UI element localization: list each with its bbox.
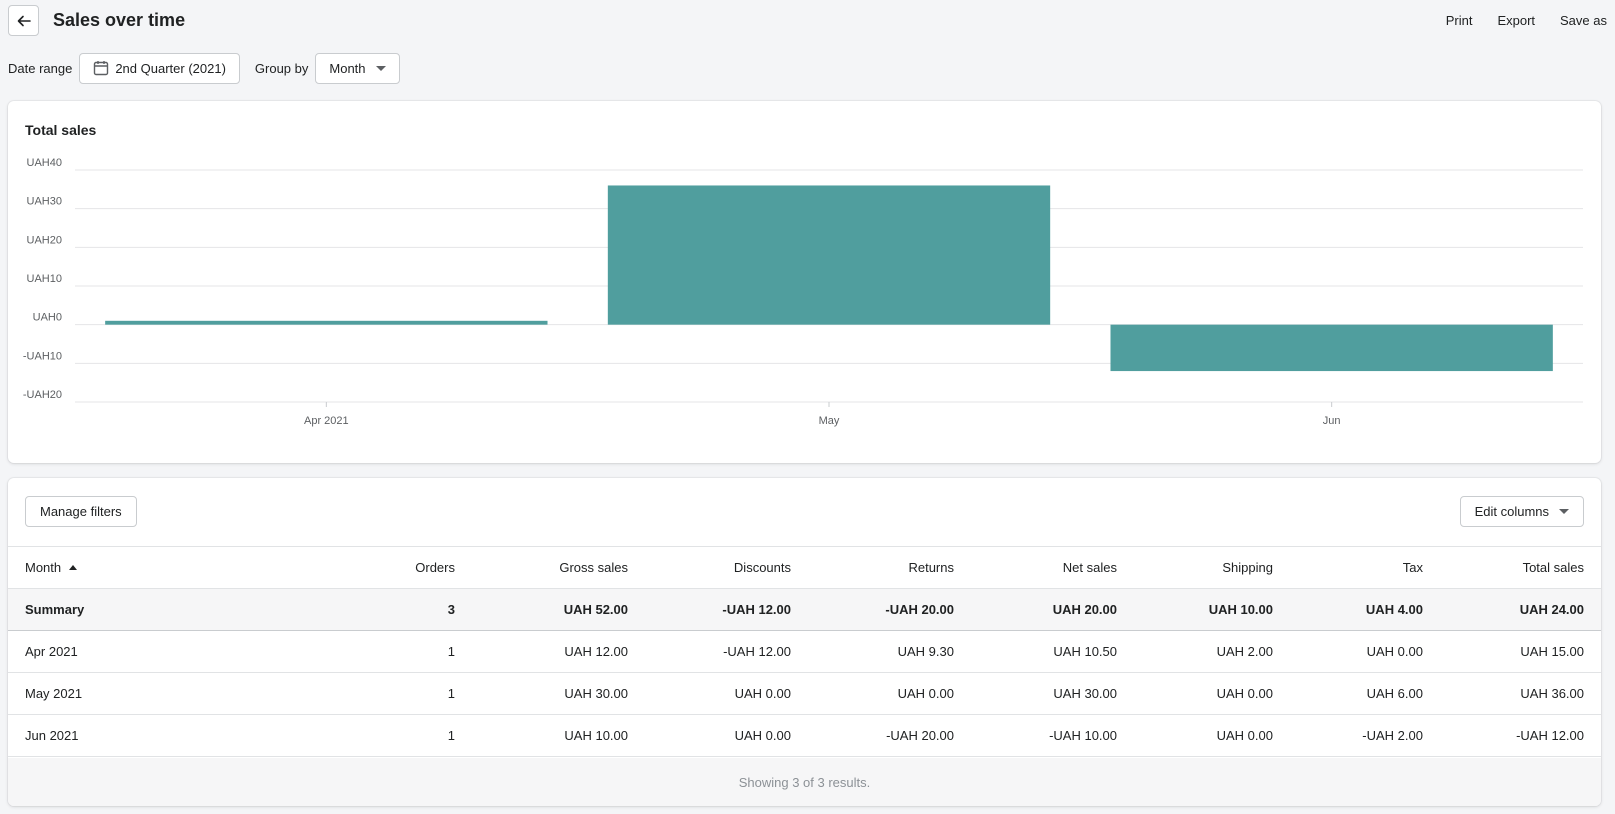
column-header-orders[interactable]: Orders [325,546,455,589]
table-row: May 2021 1 UAH 30.00 UAH 0.00 UAH 0.00 U… [8,672,1601,715]
table-row: Apr 2021 1 UAH 12.00 -UAH 12.00 UAH 9.30… [8,630,1601,673]
table-cell: UAH 20.00 [954,588,1117,631]
table-cell: UAH 36.00 [1423,672,1601,715]
page-title: Sales over time [53,10,186,30]
header-actions: Print Export Save as [1421,13,1607,28]
date-range-label: Date range [8,60,73,76]
column-header-tax[interactable]: Tax [1273,546,1423,589]
table-cell: Apr 2021 [8,630,325,673]
sort-ascending-icon [69,565,78,570]
table-cell: -UAH 20.00 [791,588,954,631]
table-cell: UAH 12.00 [455,630,628,673]
table-cell: UAH 0.00 [1273,630,1423,673]
table-cell: UAH 10.50 [954,630,1117,673]
bar-2[interactable] [607,185,1051,325]
table-card: Manage filters Edit columns Month Orders… [8,478,1601,806]
table-cell: -UAH 12.00 [628,630,791,673]
x-tick-label: Jun [1323,415,1341,427]
edit-columns-label: Edit columns [1474,504,1549,519]
y-tick-label: -UAH10 [23,350,62,362]
bar-1[interactable] [105,320,548,325]
table-cell: UAH 52.00 [455,588,628,631]
column-header-shipping[interactable]: Shipping [1117,546,1273,589]
table-cell: 1 [325,672,455,715]
column-header-month[interactable]: Month [8,546,325,589]
date-range-value: 2nd Quarter (2021) [115,60,226,76]
table-cell: -UAH 12.00 [628,588,791,631]
y-tick-label: UAH20 [27,234,62,246]
table-cell: UAH 30.00 [954,672,1117,715]
column-header-gross-sales[interactable]: Gross sales [455,546,628,589]
y-tick-label: UAH40 [27,157,62,169]
table-cell: -UAH 10.00 [954,714,1117,757]
table-cell: -UAH 2.00 [1273,714,1423,757]
chart-card: Total sales UAH40 UAH30 UAH20 UAH10 UAH0 -UAH… [8,101,1601,463]
chevron-down-icon [375,65,386,71]
arrow-left-icon [17,15,31,26]
column-header-net-sales[interactable]: Net sales [954,546,1117,589]
table-cell: 1 [325,714,455,757]
table-cell: UAH 15.00 [1423,630,1601,673]
table-row: Jun 2021 1 UAH 10.00 UAH 0.00 -UAH 20.00… [8,714,1601,757]
table-cell: UAH 0.00 [1117,672,1273,715]
y-tick-label: UAH30 [27,196,62,208]
table-cell: May 2021 [8,672,325,715]
y-tick-label: UAH10 [27,273,62,285]
table-cell: UAH 24.00 [1423,588,1601,631]
group-by-label: Group by [254,60,309,76]
summary-row: Summary 3 UAH 52.00 -UAH 12.00 -UAH 20.0… [8,588,1601,631]
table-cell: UAH 2.00 [1117,630,1273,673]
edit-columns-button[interactable]: Edit columns [1459,496,1584,527]
table-cell: Summary [8,588,325,631]
chart-title: Total sales [25,122,97,138]
filter-row: Date range 2nd Quarter (2021) Group by M… [8,52,400,84]
table-cell: UAH 0.00 [628,672,791,715]
export-button[interactable]: Export [1497,13,1536,28]
y-tick-label: -UAH20 [23,389,62,401]
table-cell: UAH 10.00 [455,714,628,757]
save-as-button[interactable]: Save as [1560,13,1607,28]
manage-filters-button[interactable]: Manage filters [25,496,137,527]
table-cell: UAH 9.30 [791,630,954,673]
date-range-picker[interactable]: 2nd Quarter (2021) [79,52,240,84]
print-button[interactable]: Print [1445,13,1473,28]
x-tick-label: Apr 2021 [304,415,349,427]
table-cell: UAH 10.00 [1117,588,1273,631]
table-cell: UAH 4.00 [1273,588,1423,631]
table-cell: 1 [325,630,455,673]
column-header-returns[interactable]: Returns [791,546,954,589]
x-tick-label: May [819,415,840,427]
table-cell: UAH 0.00 [628,714,791,757]
results-count: Showing 3 of 3 results. [8,758,1601,806]
chevron-down-icon [1559,509,1569,514]
column-header-discounts[interactable]: Discounts [628,546,791,589]
y-tick-label: UAH0 [33,312,62,324]
table-cell: UAH 0.00 [791,672,954,715]
group-by-value: Month [329,60,366,76]
table-cell: UAH 6.00 [1273,672,1423,715]
group-by-select[interactable]: Month [315,52,400,84]
column-header-total-sales[interactable]: Total sales [1423,546,1601,589]
page-header: Sales over time Print Export Save as [8,5,1607,37]
total-sales-chart: UAH40 UAH30 UAH20 UAH10 UAH0 -UAH10 -UAH20 Apr … [23,157,1583,427]
table-cell: UAH 0.00 [1117,714,1273,757]
table-header-row: Month Orders Gross sales Discounts Retur… [8,546,1601,589]
table-cell: Jun 2021 [8,714,325,757]
table-cell: 3 [325,588,455,631]
table-cell: -UAH 20.00 [791,714,954,757]
back-button[interactable] [8,5,39,36]
calendar-icon [94,61,109,76]
table-cell: UAH 30.00 [455,672,628,715]
sales-table: Month Orders Gross sales Discounts Retur… [8,546,1601,757]
table-cell: -UAH 12.00 [1423,714,1601,757]
bar-3[interactable] [1110,324,1553,372]
